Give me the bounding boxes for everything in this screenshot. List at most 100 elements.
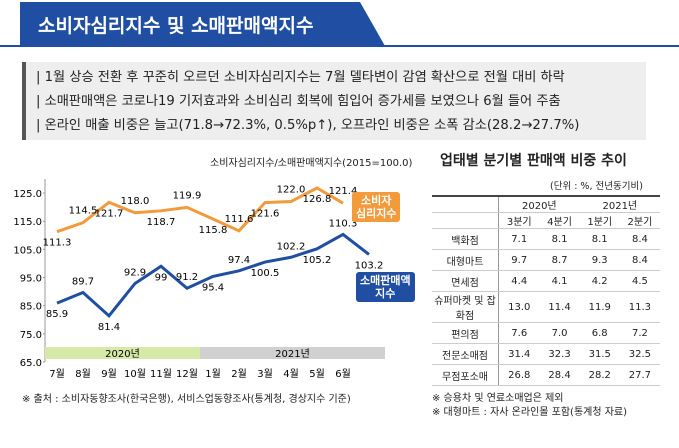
cell: 11.9	[579, 291, 620, 323]
y-tick-label: 95.0	[20, 274, 42, 285]
table-row: 무점포소매 26.8 28.4 28.2 27.7	[432, 364, 660, 386]
table-row: 면세점 4.4 4.1 4.2 4.5	[432, 270, 660, 292]
cell: 8.1	[539, 228, 580, 250]
cell: 8.4	[619, 228, 660, 250]
legend-orange: 소비자 심리지수	[352, 192, 401, 222]
source: ※ 출처 : 소비자동향조사(한국은행), 서비스업동향조사(통계청, 경상지수…	[22, 394, 351, 405]
bullet-text: 1월 상승 전환 후 꾸준히 오르던 소비자심리지수는 7월 델타변이 감염 확…	[44, 70, 565, 85]
cell: 27.7	[619, 364, 660, 386]
x-tick-label: 6월	[335, 368, 351, 380]
header-tab	[20, 2, 385, 46]
bullet: | 소매판매액은 코로나19 기저효과와 소비심리 회복에 힘입어 증가세를 보…	[36, 94, 561, 109]
note: ※ 승용차 및 연료소매업은 제외	[432, 393, 564, 404]
table-row: 슈퍼마켓 및 잡화점 13.0 11.4 11.9 11.3	[432, 291, 660, 323]
data-label: 89.7	[72, 276, 94, 287]
table-row: 백화점 7.1 8.1 8.1 8.4	[432, 228, 660, 250]
quarter: 2분기	[619, 212, 660, 229]
table-row: 편의점 7.6 7.0 6.8 7.2	[432, 322, 660, 344]
cell: 31.4	[498, 343, 540, 365]
data-label: 122.0	[277, 185, 306, 196]
cell: 4.4	[498, 270, 540, 292]
note: ※ 대형마트 : 자사 온라인몰 포함(통계청 자료)	[432, 407, 628, 418]
cell: 11.3	[619, 291, 660, 323]
cell: 8.4	[619, 249, 660, 271]
quarter: 1분기	[579, 212, 620, 229]
data-label: 103.2	[355, 260, 384, 271]
series-line	[56, 232, 370, 319]
data-label: 92.9	[124, 267, 146, 278]
data-label: 81.4	[98, 322, 120, 333]
header-title: 소비자심리지수 및 소매판매액지수	[38, 15, 313, 37]
x-tick-label: 12월	[176, 368, 198, 380]
cell: 9.7	[498, 249, 540, 271]
cell: 8.7	[539, 249, 580, 271]
row-name: 슈퍼마켓 및 잡화점	[432, 291, 499, 323]
cell: 7.2	[619, 322, 660, 344]
data-label: 105.2	[303, 255, 332, 266]
x-tick-label: 1월	[205, 368, 221, 380]
cell: 4.5	[619, 270, 660, 292]
data-label: 91.2	[176, 272, 198, 283]
bullet-text: 소매판매액은 코로나19 기저효과와 소비심리 회복에 힘입어 증가세를 보였으…	[44, 94, 561, 109]
y-tick-label: 125.0	[13, 189, 42, 200]
line-chart: 65.0 75.0 85.0 95.0 105.0 115.0 125.0 2020년 2021…	[13, 179, 385, 380]
cell: 6.8	[579, 322, 620, 344]
x-tick-label: 9월	[101, 368, 117, 380]
year-label: 2021년	[275, 348, 310, 360]
data-label: 111.3	[43, 238, 72, 249]
bullet-box: | 1월 상승 전환 후 꾸준히 오르던 소비자심리지수는 7월 델타변이 감염…	[22, 62, 646, 140]
data-label: 102.2	[277, 241, 306, 252]
cell: 28.2	[579, 364, 620, 386]
y-tick-label: 105.0	[13, 245, 42, 256]
year-bar	[200, 347, 385, 359]
bullet: | 온라인 매출 비중은 늘고(71.8→72.3%, 0.5%p↑), 오프라…	[36, 118, 580, 133]
header-bar: 소비자심리지수 및 소매판매액지수	[0, 2, 679, 47]
data-label: 126.8	[303, 194, 332, 205]
x-tick-label: 10월	[124, 368, 146, 380]
cell: 4.2	[579, 270, 620, 292]
cell: 7.0	[539, 322, 580, 344]
data-label: 115.8	[199, 225, 228, 236]
x-tick-label: 3월	[257, 368, 273, 380]
table-row: 대형마트 9.7 8.7 9.3 8.4	[432, 249, 660, 271]
x-tick-label: 11월	[150, 368, 172, 380]
bullet: | 1월 상승 전환 후 꾸준히 오르던 소비자심리지수는 7월 델타변이 감염…	[36, 70, 565, 85]
quarter: 3분기	[498, 212, 540, 229]
table-row: 전문소매점 31.4 32.3 31.5 32.5	[432, 343, 660, 365]
year: 2020년	[498, 195, 580, 213]
x-tick-label: 8월	[75, 368, 91, 380]
cell: 26.8	[498, 364, 540, 386]
data-label: 121.6	[251, 209, 280, 220]
y-tick-label: 85.0	[20, 302, 42, 313]
x-tick-label: 4월	[283, 368, 299, 380]
cell: 31.5	[579, 343, 620, 365]
corner	[432, 195, 499, 213]
data-label: 121.7	[95, 208, 124, 219]
data-label: 97.4	[228, 255, 250, 266]
data-label: 118.7	[147, 217, 176, 228]
legend-blue: 소매판매액 지수	[356, 272, 415, 302]
data-label: 100.5	[251, 268, 280, 279]
year-label: 2020년	[105, 348, 140, 360]
cell: 32.3	[539, 343, 580, 365]
table-unit: (단위 : %, 전년동기비)	[550, 181, 643, 192]
data-label: 121.4	[329, 186, 358, 197]
y-tick-label: 115.0	[13, 217, 42, 228]
table-title: 업태별 분기별 판매액 비중 추이	[440, 153, 627, 169]
data-label: 118.0	[121, 196, 150, 207]
data-label: 111.6	[225, 214, 254, 225]
data-label: 114.5	[69, 206, 98, 217]
series-line	[56, 186, 344, 234]
cell: 11.4	[539, 291, 580, 323]
cell: 7.1	[498, 228, 540, 250]
cell: 13.0	[498, 291, 540, 323]
data-label: 95.4	[202, 282, 224, 293]
data-label: 110.3	[329, 218, 358, 229]
row-name: 전문소매점	[432, 343, 499, 365]
y-tick-label: 65.0	[20, 358, 42, 369]
data-label: 85.9	[46, 309, 68, 320]
year-bar	[45, 347, 200, 359]
cell: 7.6	[498, 322, 540, 344]
bullet-text: 온라인 매출 비중은 늘고(71.8→72.3%, 0.5%p↑), 오프라인 …	[44, 118, 580, 133]
